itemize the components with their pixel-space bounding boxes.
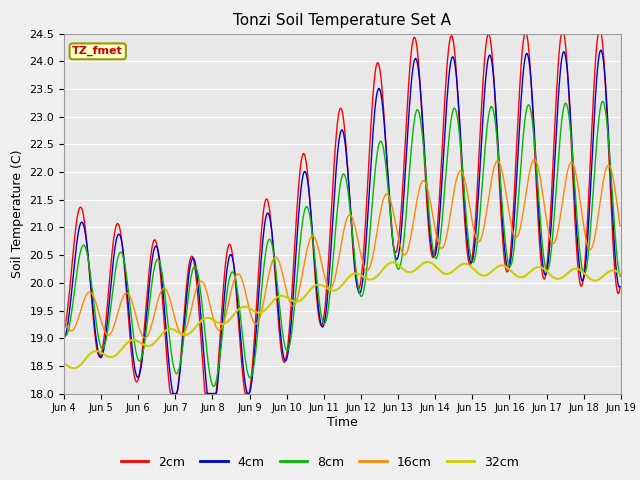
Y-axis label: Soil Temperature (C): Soil Temperature (C): [11, 149, 24, 278]
Title: Tonzi Soil Temperature Set A: Tonzi Soil Temperature Set A: [234, 13, 451, 28]
Text: TZ_fmet: TZ_fmet: [72, 46, 123, 57]
X-axis label: Time: Time: [327, 416, 358, 429]
Legend: 2cm, 4cm, 8cm, 16cm, 32cm: 2cm, 4cm, 8cm, 16cm, 32cm: [116, 451, 524, 474]
